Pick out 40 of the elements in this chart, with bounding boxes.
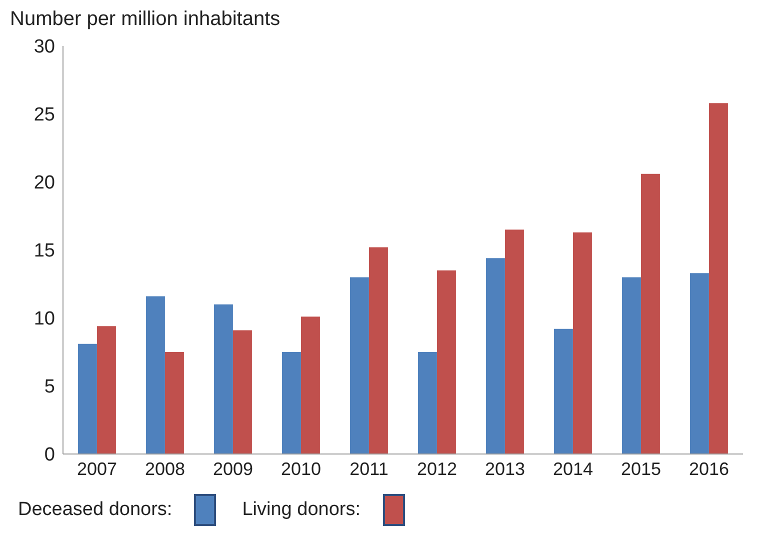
bar [486, 258, 505, 454]
bar [640, 174, 660, 454]
y-tick-label: 15 [34, 240, 55, 262]
x-tick-label: 2011 [350, 458, 388, 479]
bar [232, 330, 252, 454]
bar [96, 326, 116, 454]
bar [368, 247, 388, 454]
x-tick-label: 2010 [280, 458, 322, 479]
bar [554, 328, 573, 454]
bar [622, 277, 641, 454]
bar [282, 352, 301, 454]
y-tick-label: 25 [34, 104, 55, 126]
x-tick-label: 2012 [416, 458, 458, 479]
legend-label: Deceased donors: [18, 499, 172, 521]
bar [300, 316, 320, 454]
legend-label: Living donors: [242, 499, 361, 521]
x-tick-label: 2007 [76, 458, 118, 479]
x-tick-label: 2014 [552, 458, 594, 479]
bar [350, 277, 369, 454]
y-tick-label: 20 [34, 172, 55, 194]
bar [418, 352, 437, 454]
x-tick-label: 2008 [144, 458, 186, 479]
bar [708, 103, 728, 454]
bar [504, 230, 524, 454]
bar [78, 344, 97, 454]
x-tick-label: 2016 [688, 458, 730, 479]
y-tick-label: 30 [34, 36, 55, 58]
x-tick-label: 2015 [620, 458, 662, 479]
x-tick-label: 2013 [484, 458, 526, 479]
bar [214, 304, 233, 454]
y-axis-title: Number per million inhabitants [9, 8, 282, 32]
bar [572, 232, 592, 454]
y-tick-label: 5 [44, 376, 55, 398]
y-tick-label: 10 [34, 308, 55, 330]
bar [146, 296, 165, 454]
bar [690, 273, 709, 454]
bar [164, 352, 184, 454]
y-tick-label: 0 [44, 444, 55, 466]
bar [436, 270, 456, 454]
x-tick-label: 2009 [212, 458, 254, 479]
